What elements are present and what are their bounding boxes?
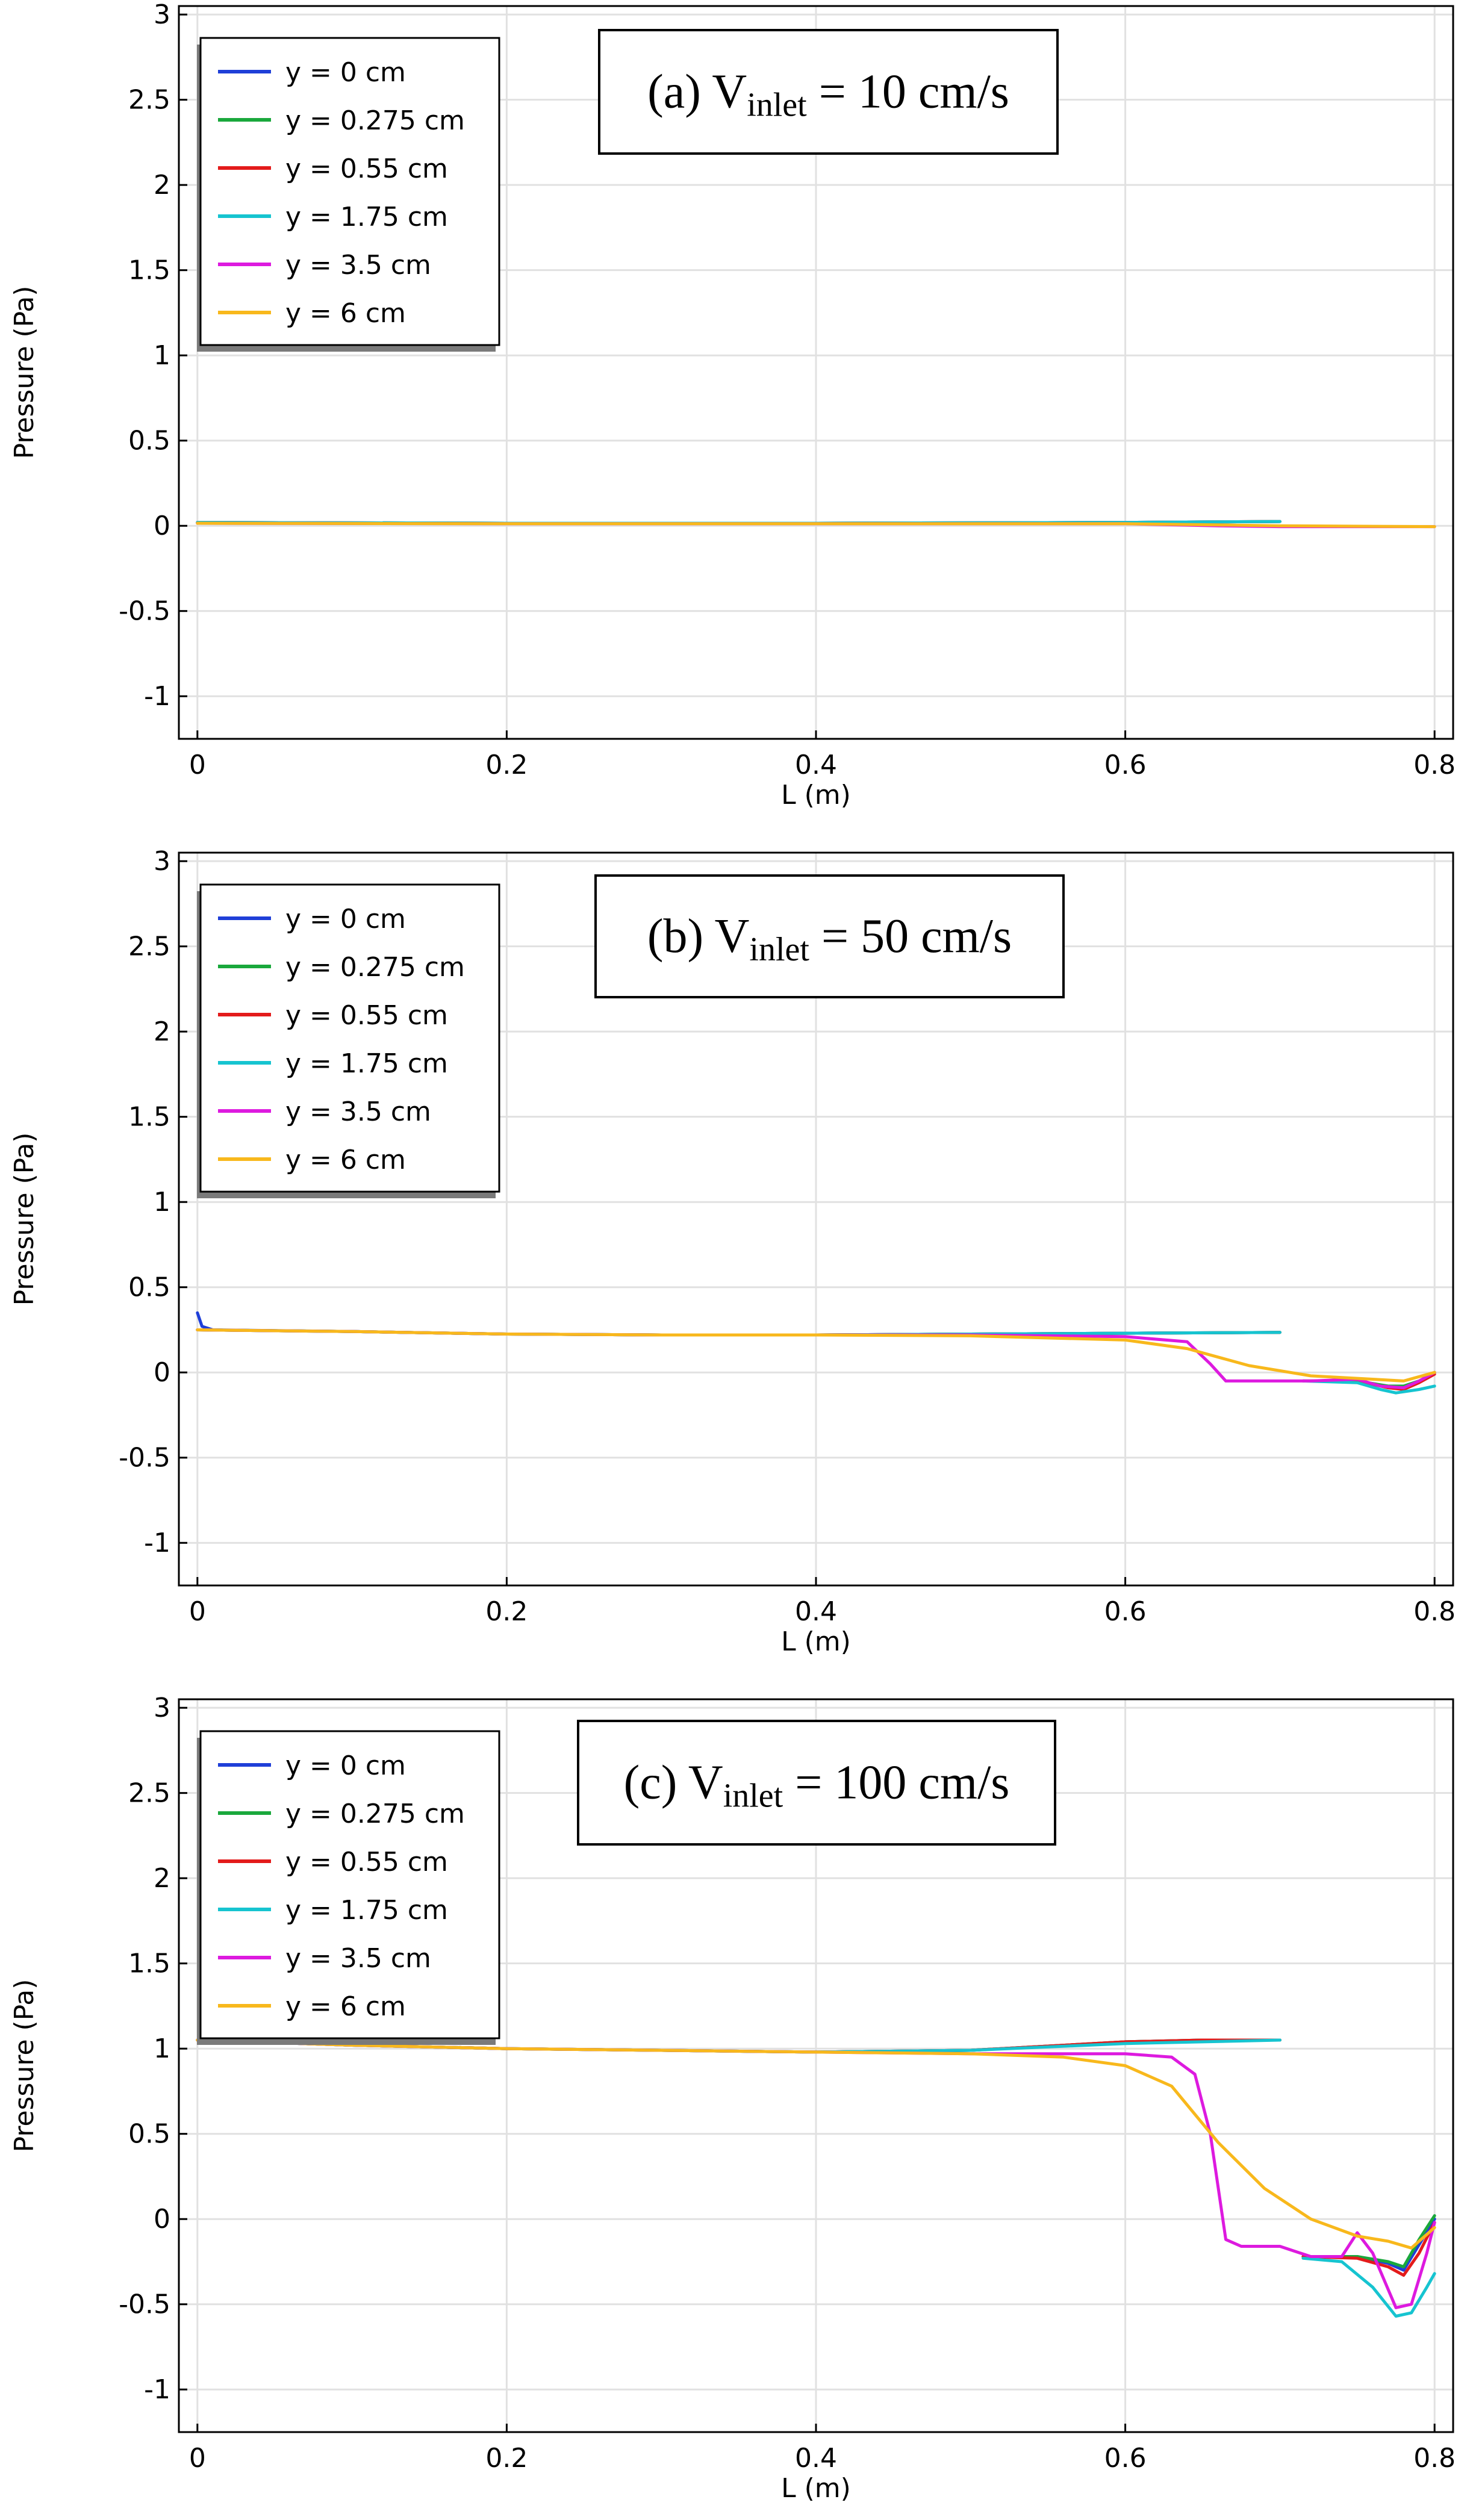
panel-title-subscript: inlet: [723, 1778, 783, 1815]
chart-panel: 0 0.2 0.4 0.6 0.8 3 2.5 2 1.5 1 0.5 0 -0.5 -1 L (m) Pre…: [9, 0, 1456, 810]
x-tick-label: 0.6: [1104, 2443, 1147, 2474]
panel-title-box: [577, 1720, 1056, 1846]
gridlines: [179, 6, 1453, 739]
panel-title-subscript: inlet: [749, 931, 809, 968]
legend-label: y = 3.5 cm: [285, 250, 431, 281]
x-tick-label: 0.4: [795, 2443, 837, 2474]
legend: y = 0 cm y = 0.275 cm y = 0.55 cm y = 1.75 …: [197, 37, 500, 352]
y-tick-label: 2: [154, 170, 170, 201]
legend-label: y = 0.275 cm: [285, 105, 465, 136]
y-tick-label: 1.5: [128, 255, 170, 286]
y-tick-label: 3: [154, 846, 170, 877]
chart-panel: 0 0.2 0.4 0.6 0.8 3 2.5 2 1.5 1 0.5 0 -0.5 -1 L (m) Pre…: [9, 846, 1456, 1657]
legend-label: y = 0.55 cm: [285, 1847, 448, 1878]
x-tick-label: 0.2: [485, 750, 528, 780]
y-tick-label: 0: [154, 2204, 170, 2235]
panel-title-value: = 10 cm/s: [807, 66, 1009, 119]
y-tick-label: -1: [144, 1528, 170, 1558]
legend-label: y = 6 cm: [285, 298, 406, 329]
y-axis-label: Pressure (Pa): [9, 286, 40, 459]
legend-label: y = 6 cm: [285, 1145, 406, 1175]
y-tick-label: 0.5: [128, 2119, 170, 2150]
x-tick-label: 0: [189, 2443, 206, 2474]
legend-box: [199, 883, 500, 1193]
y-tick-label: 1: [154, 1187, 170, 1218]
series-lines: [196, 1311, 1436, 1395]
y-tick-label: 0: [154, 1357, 170, 1388]
x-tick-label: 0: [189, 750, 206, 780]
panel-title-subscript: inlet: [747, 87, 807, 124]
legend-label: y = 3.5 cm: [285, 1097, 431, 1127]
y-axis-label: Pressure (Pa): [9, 1133, 40, 1306]
x-tick-label: 0.6: [1104, 1596, 1147, 1627]
legend: y = 0 cm y = 0.275 cm y = 0.55 cm y = 1.75 …: [197, 883, 500, 1198]
x-tick-label: 0: [189, 1596, 206, 1627]
legend-box: [199, 1730, 500, 2039]
x-axis-label: L (m): [781, 1626, 851, 1657]
legend-label: y = 0 cm: [285, 904, 406, 935]
y-tick-label: 2.5: [128, 932, 170, 962]
panel-title-value: = 50 cm/s: [809, 910, 1012, 963]
x-tick-label: 0.8: [1413, 750, 1456, 780]
series-line: [196, 2038, 1436, 2250]
chart-panel: 0 0.2 0.4 0.6 0.8 3 2.5 2 1.5 1 0.5 0 -0.5 -1 L (m) Pre…: [9, 1693, 1456, 2504]
x-axis-label: L (m): [781, 780, 851, 810]
y-tick-label: -0.5: [119, 596, 170, 627]
y-tick-label: -1: [144, 2374, 170, 2405]
y-tick-label: 1: [154, 2033, 170, 2064]
legend-label: y = 0.55 cm: [285, 154, 448, 184]
y-tick-label: 0.5: [128, 426, 170, 456]
y-tick-label: 0.5: [128, 1272, 170, 1303]
y-tick-label: -0.5: [119, 2289, 170, 2320]
y-tick-label: 1.5: [128, 1949, 170, 1979]
x-axis-label: L (m): [781, 2473, 851, 2504]
x-tick-label: 0.2: [485, 1596, 528, 1627]
legend-label: y = 0.55 cm: [285, 1000, 448, 1031]
legend-label: y = 0.275 cm: [285, 1799, 465, 1829]
panel-title-box: [598, 29, 1059, 155]
legend-label: y = 1.75 cm: [285, 202, 448, 232]
y-tick-label: 0: [154, 511, 170, 541]
y-tick-label: 3: [154, 1693, 170, 1723]
x-tick-label: 0.8: [1413, 2443, 1456, 2474]
legend-label: y = 6 cm: [285, 1991, 406, 2022]
series-line: [196, 1328, 1436, 1383]
panel-title: (b) Vinlet = 50 cm/s: [647, 910, 1012, 968]
panel-title-prefix: (b) V: [647, 910, 750, 963]
y-axis-label: Pressure (Pa): [9, 1979, 40, 2153]
panel-title: (c) Vinlet = 100 cm/s: [624, 1756, 1010, 1815]
series-lines: [196, 520, 1436, 529]
y-tick-label: 3: [154, 0, 170, 30]
y-tick-label: -1: [144, 681, 170, 712]
panel-title: (a) Vinlet = 10 cm/s: [647, 66, 1009, 124]
y-tick-label: 2.5: [128, 1778, 170, 1809]
legend-label: y = 0 cm: [285, 57, 406, 88]
legend-label: y = 3.5 cm: [285, 1943, 431, 1974]
x-tick-label: 0.6: [1104, 750, 1147, 780]
panel-title-prefix: (c) V: [624, 1756, 723, 1809]
legend-box: [199, 37, 500, 346]
legend-label: y = 1.75 cm: [285, 1895, 448, 1926]
panel-title-value: = 100 cm/s: [783, 1756, 1009, 1809]
panel-title-box: [594, 874, 1065, 998]
legend-label: y = 0 cm: [285, 1750, 406, 1781]
y-tick-label: -0.5: [119, 1443, 170, 1473]
x-tick-label: 0.4: [795, 1596, 837, 1627]
series-lines: [196, 2038, 1436, 2318]
panel-title-prefix: (a) V: [647, 66, 747, 119]
legend-label: y = 0.275 cm: [285, 952, 465, 983]
legend-label: y = 1.75 cm: [285, 1048, 448, 1079]
legend: y = 0 cm y = 0.275 cm y = 0.55 cm y = 1.75 …: [197, 1730, 500, 2045]
y-tick-label: 2.5: [128, 85, 170, 116]
y-tick-label: 1.5: [128, 1102, 170, 1133]
y-tick-label: 2: [154, 1863, 170, 1894]
x-tick-label: 0.2: [485, 2443, 528, 2474]
x-tick-label: 0.8: [1413, 1596, 1456, 1627]
x-tick-label: 0.4: [795, 750, 837, 780]
y-tick-label: 2: [154, 1016, 170, 1047]
series-line: [196, 521, 1436, 529]
y-tick-label: 1: [154, 340, 170, 371]
